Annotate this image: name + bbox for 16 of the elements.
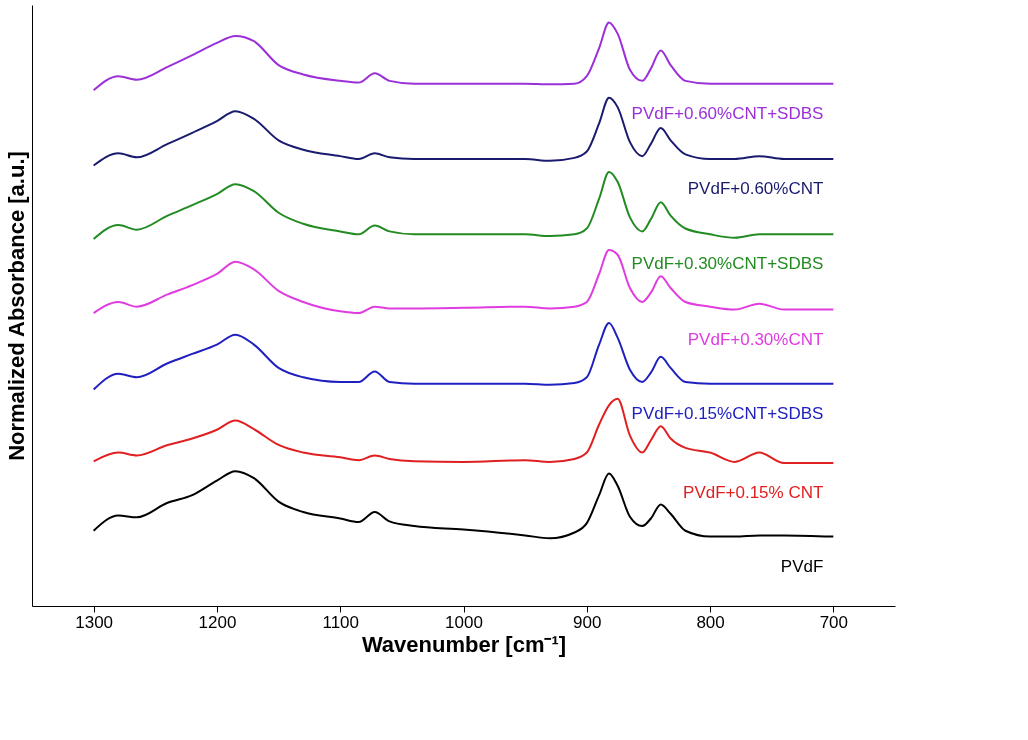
x-tick-label: 1300 (75, 612, 114, 632)
x-axis-title: Wavenumber [cm⁻¹] (361, 631, 567, 657)
x-tick-label: 900 (573, 612, 602, 632)
x-tick-label: 1100 (322, 612, 359, 632)
series-label: PVdF+0.60%CNT (687, 179, 824, 199)
x-tick-label: 1000 (445, 612, 483, 632)
series-label: PVdF+0.30%CNT (687, 329, 824, 349)
y-axis-title: Normalized Absorbance [a.u.] (3, 151, 29, 461)
series-label: PVdF+0.15% CNT (683, 483, 824, 503)
series-label: PVdF+0.15%CNT+SDBS (631, 403, 824, 423)
series-label: PVdF+0.60%CNT+SDBS (631, 103, 824, 123)
x-tick-label: 700 (819, 612, 849, 632)
x-tick-label: 1200 (198, 612, 237, 632)
x-tick-label: 800 (696, 612, 725, 632)
series-label: PVdF+0.30%CNT+SDBS (631, 254, 824, 274)
series-label: PVdF (780, 556, 824, 576)
